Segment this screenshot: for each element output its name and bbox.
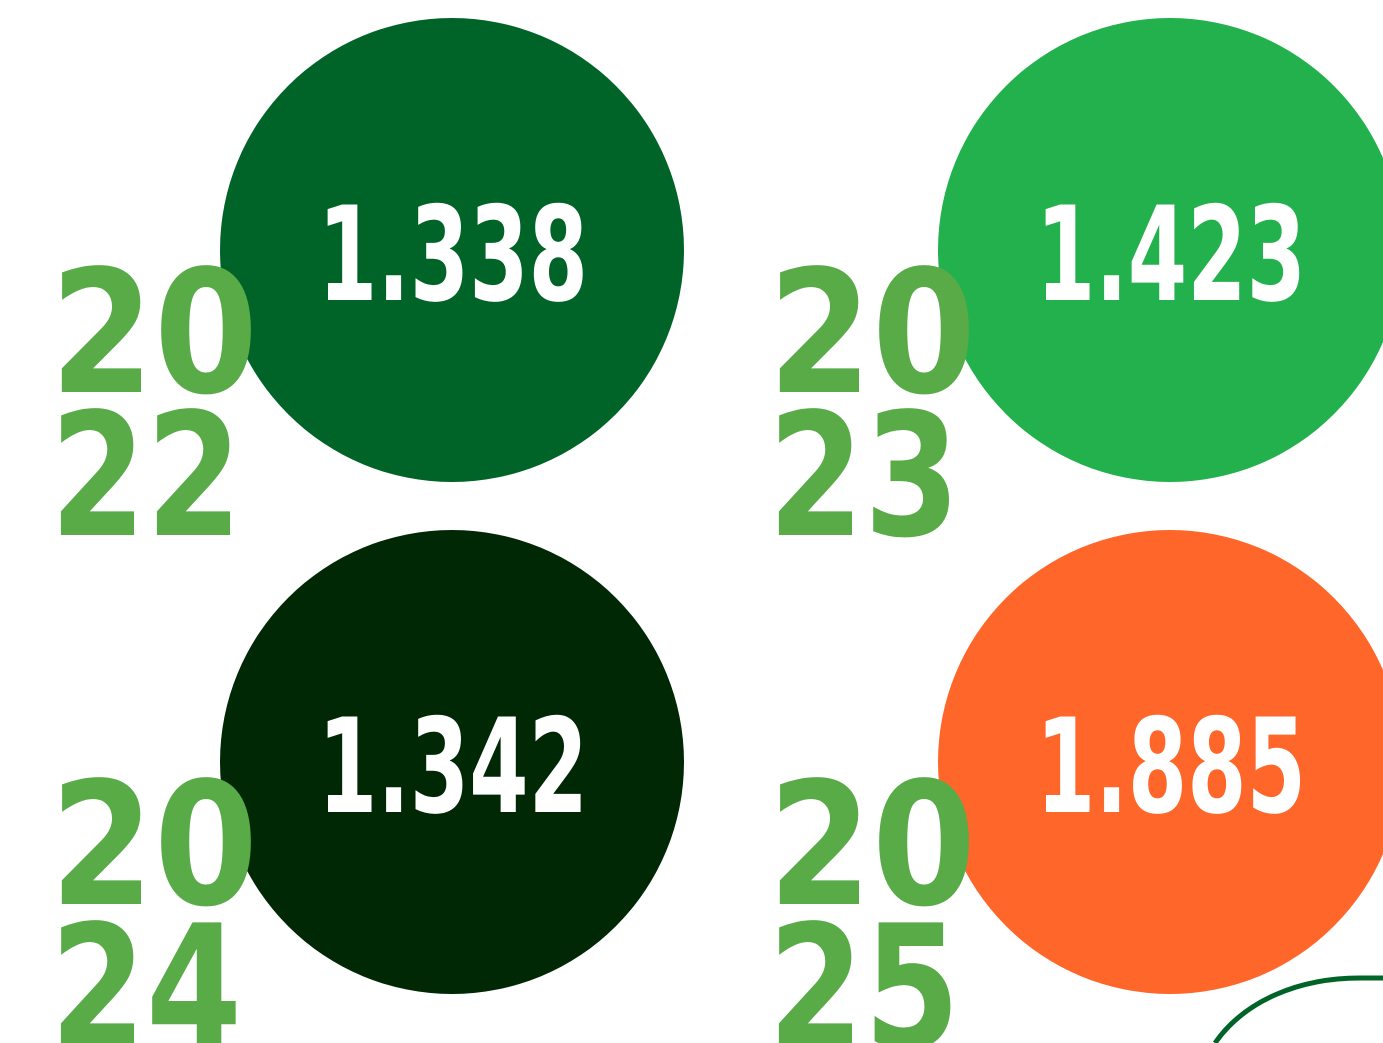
circle xyxy=(938,18,1383,482)
decorative-arc xyxy=(1212,975,1383,1043)
circle xyxy=(220,18,684,482)
value: 1.885 xyxy=(1036,690,1306,843)
year-top: 20 xyxy=(50,746,258,945)
year-bottom: 24 xyxy=(50,889,242,1043)
year-top: 20 xyxy=(768,746,976,945)
year-bottom: 23 xyxy=(768,377,960,576)
circle xyxy=(938,530,1383,994)
year-bottom: 25 xyxy=(768,889,960,1043)
value: 1.342 xyxy=(318,690,588,843)
year-bottom: 22 xyxy=(50,377,242,576)
circle xyxy=(220,530,684,994)
value: 1.338 xyxy=(318,178,588,331)
value: 1.423 xyxy=(1036,178,1306,331)
year-top: 20 xyxy=(768,234,976,433)
year-top: 20 xyxy=(50,234,258,433)
